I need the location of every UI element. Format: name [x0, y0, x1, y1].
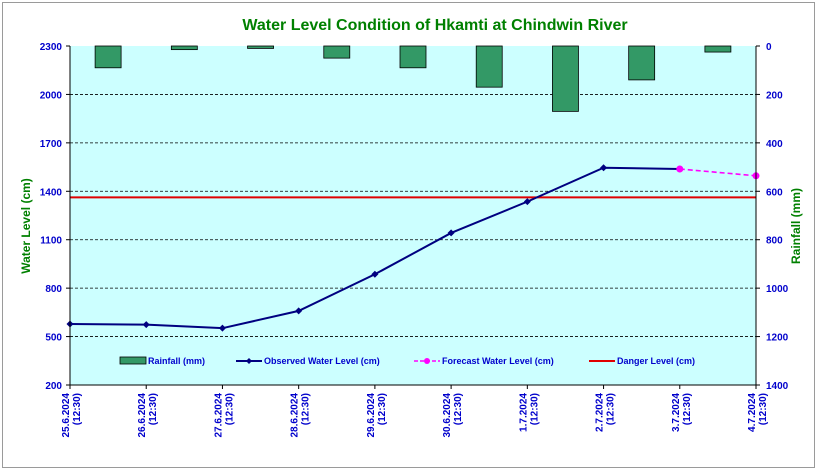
- x-tick-label: 27.6.2024(12:30): [213, 393, 235, 438]
- x-tick-label: 1.7.2024(12:30): [518, 393, 540, 432]
- y2-tick-label: 1400: [766, 381, 789, 392]
- right-axis-ticks: 0 200 400 600 800 1000 1200 1400: [756, 42, 789, 392]
- y-tick-label: 800: [45, 284, 62, 295]
- chart: Water Level Condition of Hkamti at Chind…: [0, 0, 819, 472]
- rainfall-bar: [476, 46, 502, 87]
- plot-area: [70, 46, 756, 385]
- legend-marker: [424, 358, 430, 364]
- rainfall-bar: [324, 46, 350, 58]
- y2-tick-label: 600: [766, 187, 783, 198]
- y-tick-label: 500: [45, 333, 62, 344]
- x-tick-label: 26.6.2024(12:30): [137, 393, 159, 438]
- legend-label: Forecast Water Level (cm): [442, 356, 554, 366]
- y2-tick-label: 400: [766, 139, 783, 150]
- left-axis-ticks: 200 500 800 1100 1400 1700 2000 2300: [40, 42, 70, 392]
- x-tick-label: 3.7.2024(12:30): [671, 393, 693, 432]
- rainfall-bar: [171, 46, 197, 50]
- y-axis-label: Water Level (cm): [19, 178, 33, 274]
- x-tick-label: 29.6.2024(12:30): [366, 393, 388, 438]
- chart-title: Water Level Condition of Hkamti at Chind…: [242, 17, 627, 34]
- y2-tick-label: 200: [766, 90, 783, 101]
- legend-label: Danger Level (cm): [617, 356, 695, 366]
- x-tick-label: 30.6.2024(12:30): [442, 393, 464, 438]
- y-tick-label: 1400: [40, 187, 63, 198]
- y-tick-label: 1100: [40, 236, 62, 247]
- legend-label: Rainfall (mm): [148, 356, 205, 366]
- y-tick-label: 2300: [40, 42, 63, 53]
- y-tick-label: 200: [45, 381, 62, 392]
- rainfall-bar: [400, 46, 426, 68]
- rainfall-bar: [248, 46, 274, 48]
- rainfall-bar: [705, 46, 731, 52]
- y2-tick-label: 800: [766, 236, 783, 247]
- x-tick-label: 28.6.2024(12:30): [290, 393, 312, 438]
- y2-axis-label: Rainfall (mm): [789, 188, 803, 264]
- x-tick-label: 25.6.2024(12:30): [61, 393, 83, 438]
- forecast-point: [676, 166, 683, 173]
- x-axis-ticks: 25.6.2024(12:30) 26.6.2024(12:30) 27.6.202…: [61, 385, 769, 438]
- y2-tick-label: 0: [766, 42, 772, 53]
- legend-swatch: [120, 357, 146, 364]
- x-tick-label: 2.7.2024(12:30): [595, 393, 617, 432]
- rainfall-bar: [552, 46, 578, 111]
- rainfall-bar: [95, 46, 121, 68]
- y2-tick-label: 1200: [766, 333, 789, 344]
- y2-tick-label: 1000: [766, 284, 789, 295]
- y-tick-label: 1700: [40, 139, 63, 150]
- legend-label: Observed Water Level (cm): [264, 356, 380, 366]
- y-tick-label: 2000: [40, 90, 63, 101]
- x-tick-label: 4.7.2024(12:30): [747, 393, 769, 432]
- rainfall-bar: [629, 46, 655, 80]
